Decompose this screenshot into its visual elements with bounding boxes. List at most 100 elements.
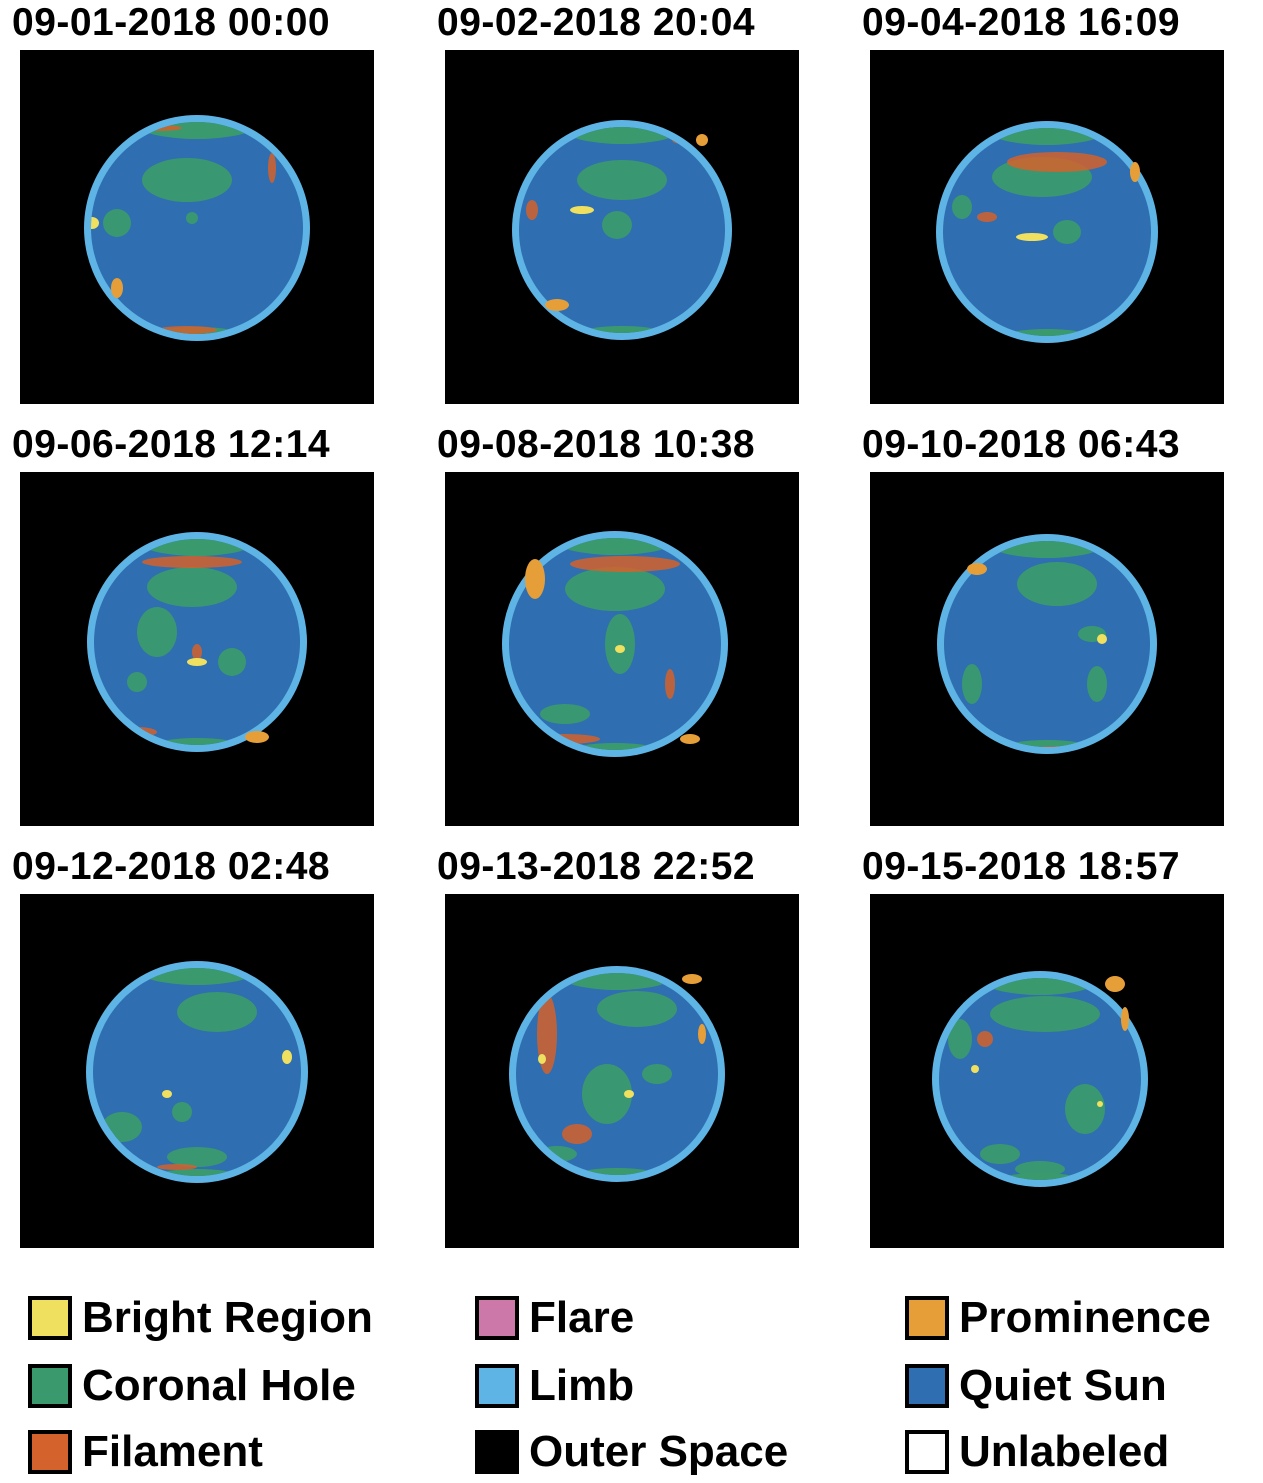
south-coronal-hole [569,743,661,750]
disk-features [952,128,1109,336]
legend-swatch [28,1430,72,1474]
coronal-hole-region [602,211,632,239]
solar-image-frame [20,50,374,404]
solar-disk-figure [509,966,725,1182]
coronal-hole-region [577,160,667,200]
north-coronal-hole [557,973,677,990]
solar-panel-1: 09-01-2018 00:00 [12,2,392,404]
legend-label: Limb [529,1361,635,1410]
filament-region [268,153,276,183]
bright-region [1097,1101,1103,1107]
legend-label: Quiet Sun [959,1361,1167,1410]
coronal-hole-region [167,1147,227,1167]
bright-region [971,1065,979,1073]
filament-region [526,200,538,220]
legend-item-coronal-hole: Coronal Hole [28,1358,356,1414]
panel-title: 09-02-2018 20:04 [437,1,756,44]
solar-panel-9: 09-15-2018 18:57 [862,845,1242,1248]
prominence-region [680,734,700,744]
solar-image-frame [445,50,799,404]
solar-image-frame [445,894,799,1248]
prominence-region [1121,1007,1129,1031]
solar-disk-figure [936,121,1158,343]
coronal-hole-region [142,158,232,202]
panel-title: 09-15-2018 18:57 [862,845,1181,888]
coronal-hole-region [990,996,1100,1032]
solar-image-frame [870,894,1224,1248]
solar-panel-3: 09-04-2018 16:09 [862,1,1242,404]
bright-region [1097,634,1107,644]
filament-region [192,644,202,660]
prominence-region [967,563,987,575]
filament-region [977,212,997,222]
coronal-hole-region [147,567,237,607]
disk-features [537,973,677,1175]
panel-title: 09-04-2018 16:09 [862,1,1181,44]
solar-disk-figure [512,120,732,340]
legend-label: Coronal Hole [82,1361,356,1410]
south-coronal-hole [153,738,241,745]
north-coronal-hole [552,538,678,555]
bright-region [91,217,99,229]
coronal-hole-region [540,704,590,724]
quiet-sun-disk [94,539,300,745]
bright-region [187,658,207,666]
coronal-hole-region [605,614,635,674]
south-coronal-hole [578,326,666,333]
legend-item-flare: Flare [475,1290,634,1346]
bright-region [282,1050,292,1064]
coronal-hole-region [218,648,246,676]
legend-item-outer-space: Outer Space [475,1424,788,1480]
solar-image-frame [445,472,799,826]
legend-item-prominence: Prominence [905,1290,1211,1346]
south-coronal-hole [573,1168,661,1175]
filament-region [570,556,680,572]
filament-region [977,1031,993,1047]
legend-item-bright-region: Bright Region [28,1290,373,1346]
coronal-hole-region [597,991,677,1027]
prominence-region [525,559,545,599]
coronal-hole-region [1053,220,1081,244]
legend-label: Filament [82,1427,263,1476]
disk-features [948,978,1105,1180]
legend-label: Bright Region [82,1293,373,1342]
bright-region [162,1090,172,1098]
coronal-hole-region [1065,1084,1105,1134]
north-coronal-hole [135,968,259,985]
solar-panel-5: 09-08-2018 10:38 [437,423,817,826]
coronal-hole-region [1087,666,1107,702]
prominence-region [682,974,702,984]
solar-disk-figure [937,534,1157,754]
north-coronal-hole [985,128,1109,145]
south-coronal-hole [152,1169,242,1176]
solar-disk-figure [502,531,728,757]
panel-title: 09-13-2018 22:52 [437,845,756,888]
north-coronal-hole [986,541,1108,558]
legend-label: Prominence [959,1293,1211,1342]
coronal-hole-region [962,664,982,704]
south-coronal-hole [996,1173,1084,1180]
prominence-region [698,1024,706,1044]
legend-item-unlabeled: Unlabeled [905,1424,1169,1480]
solar-panel-6: 09-10-2018 06:43 [862,424,1242,826]
coronal-hole-region [948,1019,972,1059]
solar-panel-8: 09-13-2018 22:52 [437,845,817,1248]
coronal-hole-region [582,1064,632,1124]
coronal-hole-region [952,195,972,219]
bright-region [624,1090,634,1098]
panel-title: 09-12-2018 02:48 [12,845,331,888]
coronal-hole-region [172,1102,192,1122]
legend-swatch [28,1296,72,1340]
coronal-hole-region [1015,1161,1065,1177]
solar-disk-figure [932,971,1148,1187]
legend-swatch [905,1296,949,1340]
filament-region [142,556,242,568]
legend-item-filament: Filament [28,1424,263,1480]
coronal-hole-region [186,212,198,224]
panel-title: 09-08-2018 10:38 [437,423,756,466]
coronal-hole-region [1017,562,1097,606]
bright-region [538,1054,546,1064]
bright-region [1016,233,1048,241]
solar-panel-4: 09-06-2018 12:14 [12,424,392,826]
north-coronal-hole [561,127,683,144]
